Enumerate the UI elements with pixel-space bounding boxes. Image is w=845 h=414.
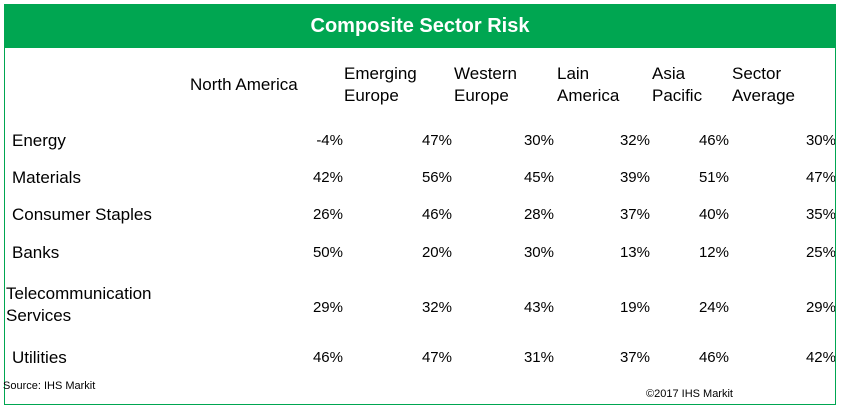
table-cell: 30%	[805, 132, 836, 149]
column-header: Emerging Europe	[344, 64, 417, 105]
table-cell: 39%	[619, 169, 650, 186]
table-cell: 43%	[523, 299, 554, 316]
table-cell: 47%	[421, 132, 452, 149]
table-cell: 13%	[619, 244, 650, 261]
table-cell: 24%	[698, 299, 729, 316]
column-header: Asia Pacific	[652, 64, 703, 105]
column-header: North America	[190, 75, 298, 94]
copyright-note: ©2017 IHS Markit	[646, 388, 733, 400]
table-frame: Composite Sector Risk North America Emerg…	[4, 4, 836, 405]
row-label: Utilities	[12, 348, 67, 367]
table-cell: 28%	[523, 206, 554, 223]
table-cell: 20%	[421, 244, 452, 261]
table-cell: 30%	[523, 244, 554, 261]
table-cell: 25%	[805, 244, 836, 261]
table-cell: 51%	[698, 169, 729, 186]
table-cell: -4%	[316, 132, 343, 149]
table-cell: 50%	[312, 244, 343, 261]
table-cell: 46%	[698, 132, 729, 149]
table-title: Composite Sector Risk	[5, 5, 835, 48]
row-label: Telecommunication Services	[6, 284, 152, 325]
table-cell: 30%	[523, 132, 554, 149]
table-cell: 46%	[312, 349, 343, 366]
column-header: Lain America	[557, 64, 620, 105]
source-note: Source: IHS Markit	[3, 380, 96, 392]
table-cell: 42%	[312, 169, 343, 186]
column-header: Sector Average	[732, 64, 796, 105]
table-cell: 42%	[805, 349, 836, 366]
table-cell: 35%	[805, 206, 836, 223]
table-cell: 32%	[421, 299, 452, 316]
column-header: Western Europe	[454, 64, 517, 105]
row-label: Consumer Staples	[12, 205, 152, 224]
table-cell: 47%	[805, 169, 836, 186]
table-cell: 46%	[698, 349, 729, 366]
table-cell: 46%	[421, 206, 452, 223]
row-label: Banks	[12, 243, 60, 262]
table-cell: 19%	[619, 299, 650, 316]
table-cell: 12%	[698, 244, 729, 261]
table-cell: 32%	[619, 132, 650, 149]
table-cell: 31%	[523, 349, 554, 366]
row-label: Materials	[12, 168, 81, 187]
table-cell: 29%	[312, 299, 343, 316]
table-cell: 56%	[421, 169, 452, 186]
table-cell: 26%	[312, 206, 343, 223]
table-cell: 29%	[805, 299, 836, 316]
row-label: Energy	[12, 131, 66, 150]
table-cell: 47%	[421, 349, 452, 366]
table-cell: 37%	[619, 349, 650, 366]
table-cell: 45%	[523, 169, 554, 186]
table-cell: 37%	[619, 206, 650, 223]
table-cell: 40%	[698, 206, 729, 223]
